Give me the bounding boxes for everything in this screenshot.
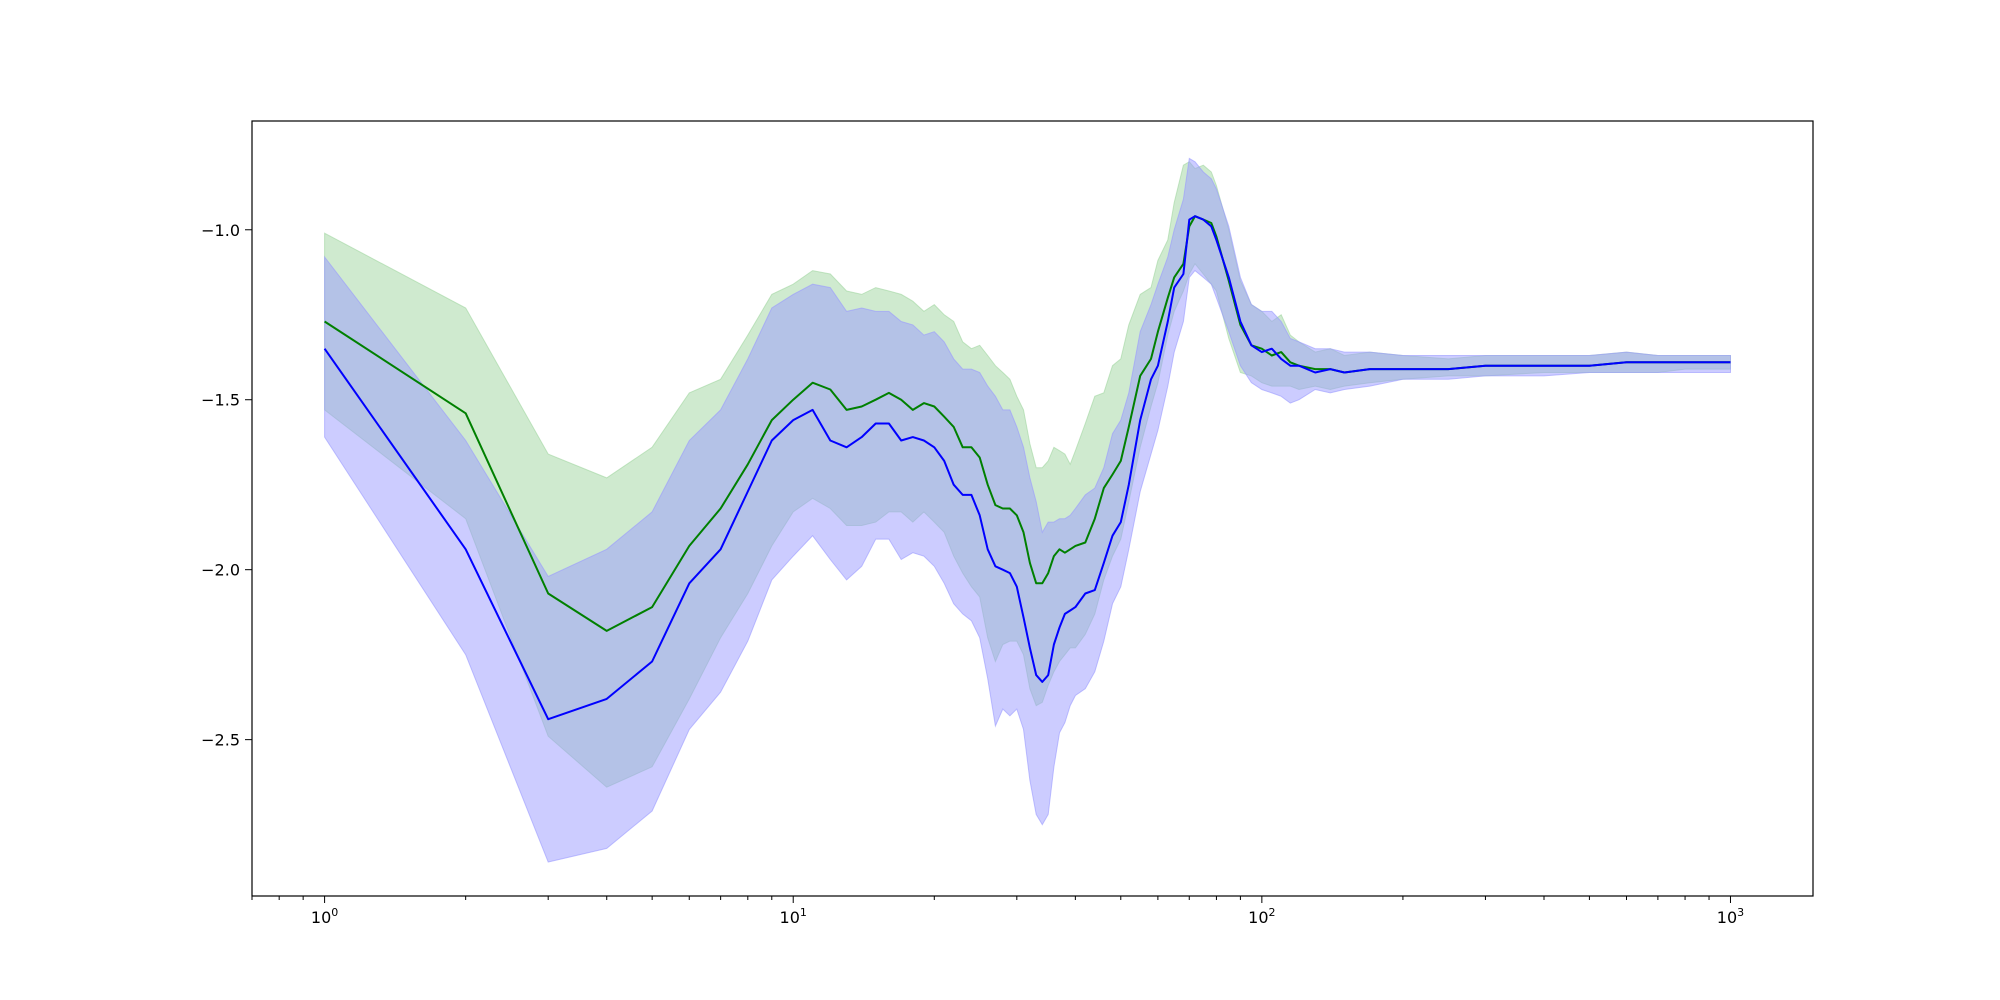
x-axis: 100 101 102 103: [251, 896, 1744, 927]
x-tick-label: 101: [780, 906, 807, 927]
y-tick-label: −1.5: [201, 391, 240, 410]
y-tick-label: −2.0: [201, 561, 240, 580]
y-tick-label: −1.0: [201, 221, 240, 240]
x-tick-label: 102: [1248, 906, 1275, 927]
x-tick-label: 100: [311, 906, 338, 927]
series-lines: [323, 215, 1731, 721]
plot-frame: [251, 120, 1814, 897]
confidence-band-2: [324, 157, 1731, 863]
x-tick-label: 103: [1717, 906, 1744, 927]
series-line-2: [323, 215, 1731, 721]
confidence-bands: [324, 157, 1731, 863]
y-tick-label: −2.5: [201, 731, 240, 750]
y-axis: −1.0 −1.5 −2.0 −2.5: [201, 221, 252, 750]
